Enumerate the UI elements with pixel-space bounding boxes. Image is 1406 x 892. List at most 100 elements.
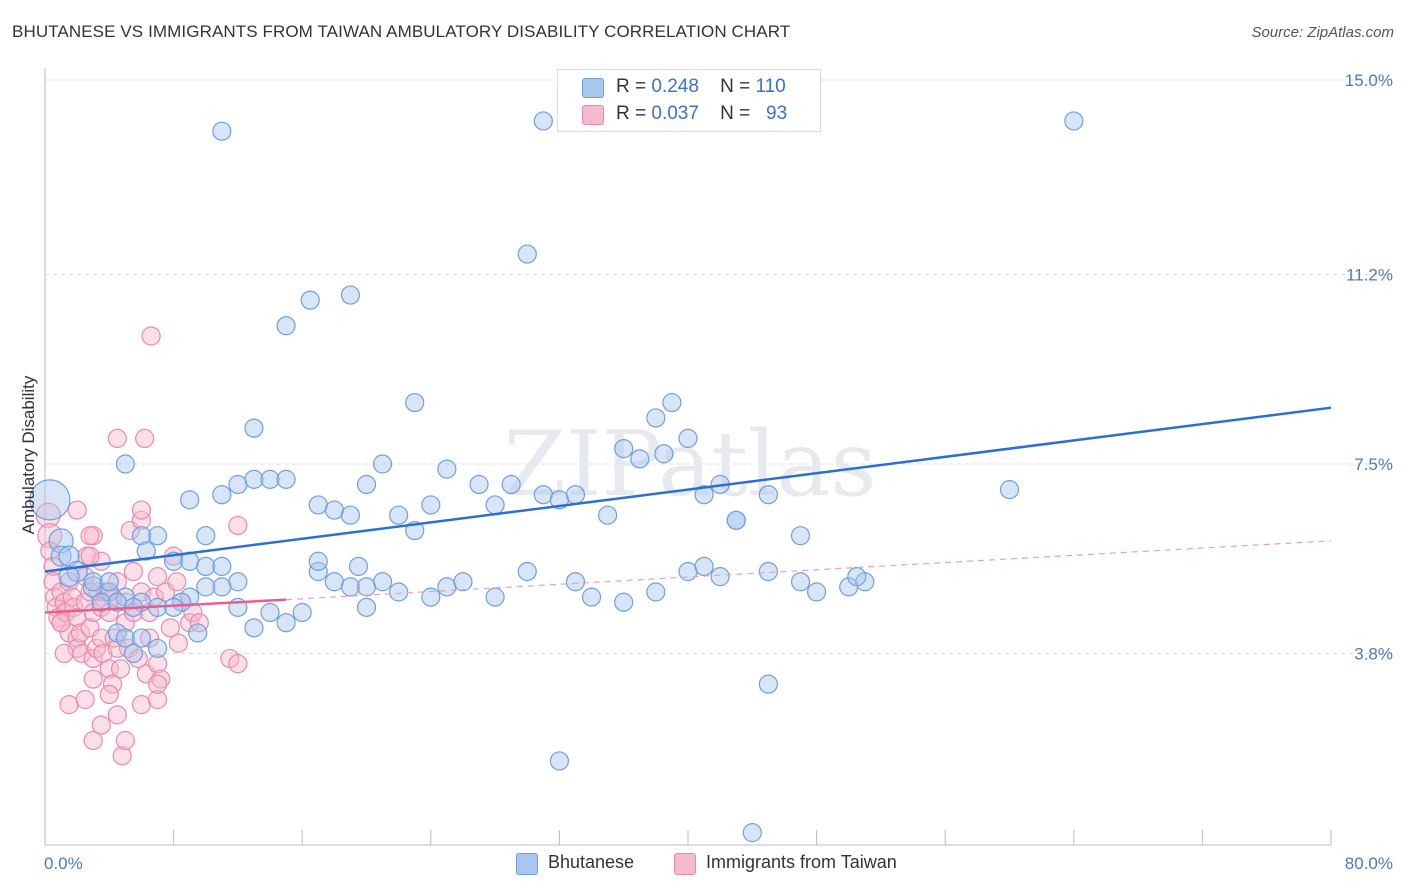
point-bhutanese	[82, 576, 104, 598]
point-bhutanese	[340, 577, 361, 597]
point-taiwan	[115, 613, 135, 633]
point-bhutanese	[485, 587, 505, 607]
point-bhutanese	[188, 623, 208, 643]
series-bhutanese-points	[29, 111, 1084, 843]
point-bhutanese	[308, 495, 328, 515]
point-bhutanese	[389, 582, 409, 602]
point-bhutanese	[565, 485, 586, 505]
point-taiwan	[80, 546, 100, 566]
trend-line-taiwan	[44, 598, 287, 614]
point-taiwan	[104, 628, 124, 648]
point-taiwan	[147, 654, 168, 674]
point-bhutanese	[453, 572, 473, 592]
point-bhutanese	[710, 567, 730, 587]
point-bhutanese	[847, 567, 867, 587]
stats-legend: R = 0.248 N = 110 R = 0.037 N = 93	[557, 69, 821, 132]
point-bhutanese	[147, 526, 168, 546]
point-bhutanese	[131, 628, 152, 648]
chart-title: BHUTANESE VS IMMIGRANTS FROM TAIWAN AMBU…	[12, 22, 791, 41]
legend-n-value: 93	[766, 103, 788, 124]
trend-line-taiwan-extended	[286, 540, 1332, 601]
x-tick-label: 80.0%	[1345, 854, 1393, 873]
point-taiwan	[228, 654, 248, 674]
point-taiwan	[107, 428, 127, 448]
point-bhutanese	[790, 526, 811, 546]
point-bhutanese	[196, 577, 216, 597]
point-bhutanese	[276, 469, 296, 489]
point-bhutanese	[260, 469, 280, 489]
point-taiwan	[147, 674, 168, 694]
point-taiwan	[167, 572, 187, 592]
point-taiwan	[147, 689, 168, 710]
point-bhutanese	[244, 469, 264, 489]
point-taiwan	[141, 326, 161, 346]
point-taiwan	[131, 500, 152, 520]
point-bhutanese	[356, 577, 377, 597]
point-taiwan	[139, 628, 160, 648]
point-bhutanese	[999, 480, 1020, 500]
bottom-legend-swatch-bhutanese	[516, 853, 538, 875]
y-axis-label: Ambulatory Disability	[19, 375, 38, 534]
point-bhutanese	[533, 111, 553, 131]
point-taiwan	[99, 659, 119, 679]
x-tick-label: 0.0%	[44, 854, 83, 873]
point-bhutanese	[228, 572, 248, 592]
trend-lines	[44, 406, 1332, 614]
point-bhutanese	[421, 587, 441, 607]
point-taiwan	[160, 618, 180, 638]
point-taiwan	[151, 669, 171, 689]
point-bhutanese	[598, 505, 618, 525]
point-taiwan	[131, 695, 152, 715]
point-bhutanese	[758, 674, 778, 694]
point-bhutanese	[212, 121, 232, 141]
point-bhutanese	[340, 505, 361, 525]
point-bhutanese	[212, 556, 232, 577]
point-bhutanese	[405, 392, 425, 413]
bottom-legend-label-taiwan: Immigrants from Taiwan	[706, 852, 897, 872]
point-bhutanese	[276, 316, 296, 336]
point-bhutanese	[630, 449, 650, 469]
point-bhutanese	[758, 561, 778, 582]
point-taiwan	[112, 746, 132, 766]
point-bhutanese	[485, 495, 505, 515]
point-taiwan	[180, 613, 200, 633]
point-bhutanese	[694, 485, 714, 505]
x-tick-labels: 0.0% 80.0%	[44, 854, 1393, 873]
point-taiwan	[40, 541, 60, 561]
y-tick-labels: 3.8% 7.5% 11.2% 15.0%	[1345, 71, 1393, 663]
axes	[44, 68, 1332, 846]
point-bhutanese	[549, 751, 570, 771]
point-bhutanese	[694, 556, 714, 577]
point-taiwan	[107, 705, 127, 725]
point-bhutanese	[300, 290, 320, 310]
point-taiwan	[147, 567, 168, 587]
point-bhutanese	[83, 572, 103, 592]
point-taiwan	[91, 715, 111, 735]
point-taiwan	[168, 633, 189, 653]
point-bhutanese	[292, 602, 312, 623]
legend-r-label: R =	[616, 103, 647, 124]
point-taiwan	[86, 638, 107, 658]
point-taiwan	[110, 659, 131, 679]
point-bhutanese	[136, 541, 156, 561]
point-bhutanese	[196, 556, 216, 577]
point-taiwan	[43, 572, 63, 592]
point-bhutanese	[533, 485, 553, 505]
legend-n-label: N =	[720, 103, 751, 124]
point-bhutanese	[212, 577, 232, 597]
point-bhutanese	[308, 551, 328, 571]
y-tick-label: 7.5%	[1354, 455, 1393, 474]
y-tick-label: 15.0%	[1345, 71, 1393, 90]
point-bhutanese	[654, 444, 674, 464]
point-taiwan	[107, 572, 127, 592]
point-bhutanese	[196, 526, 216, 546]
point-bhutanese	[164, 597, 184, 617]
point-bhutanese	[678, 428, 698, 448]
point-bhutanese	[581, 587, 602, 607]
point-taiwan	[80, 526, 100, 546]
point-bhutanese	[517, 244, 537, 264]
point-taiwan	[189, 613, 209, 633]
point-bhutanese	[180, 490, 200, 510]
point-bhutanese	[372, 572, 393, 592]
point-bhutanese	[340, 285, 361, 305]
